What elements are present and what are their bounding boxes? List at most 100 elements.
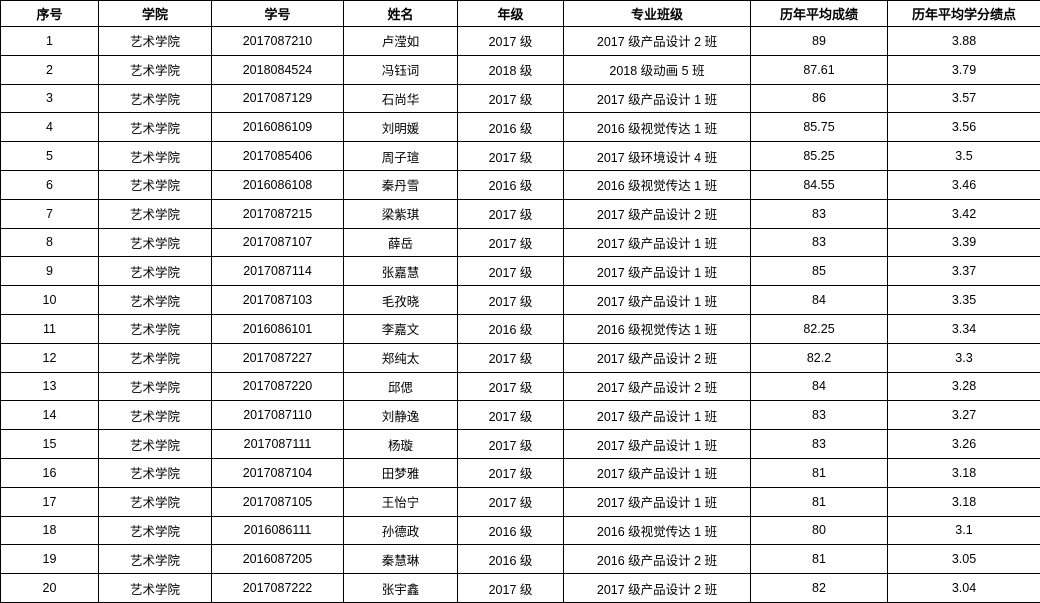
cell-index: 16 [0, 457, 99, 488]
table-row: 2 艺术学院 2018084524 冯钰词 2018 级 2018 级动画 5 班 87.6… [0, 54, 1040, 85]
cell-grade: 2016 级 [457, 169, 564, 200]
cell-avg-gpa: 3.46 [887, 169, 1040, 200]
cell-avg-score: 84 [750, 285, 888, 315]
cell-name: 卢滢如 [343, 26, 458, 56]
table-row: 7 艺术学院 2017087215 梁紫琪 2017 级 2017 级产品设计 2 班 83… [0, 198, 1040, 229]
cell-student-id: 2017087105 [211, 486, 344, 517]
cell-major-class: 2017 级产品设计 1 班 [563, 486, 751, 517]
table-row: 8 艺术学院 2017087107 薛岳 2017 级 2017 级产品设计 1 班 83 3… [0, 227, 1040, 258]
cell-college: 艺术学院 [98, 198, 212, 229]
cell-avg-gpa: 3.37 [887, 256, 1040, 287]
cell-avg-gpa: 3.42 [887, 198, 1040, 229]
cell-major-class: 2018 级动画 5 班 [563, 54, 751, 85]
table-row: 1 艺术学院 2017087210 卢滢如 2017 级 2017 级产品设计 2 班 89… [0, 26, 1040, 56]
cell-grade: 2017 级 [457, 573, 564, 603]
cell-index: 4 [0, 112, 99, 143]
cell-avg-gpa: 3.5 [887, 141, 1040, 171]
cell-avg-gpa: 3.1 [887, 515, 1040, 546]
cell-name: 王怡宁 [343, 486, 458, 517]
cell-major-class: 2017 级产品设计 1 班 [563, 256, 751, 287]
cell-avg-score: 83 [750, 429, 888, 459]
table-row: 4 艺术学院 2016086109 刘明媛 2016 级 2016 级视觉传达 1 班 85… [0, 112, 1040, 143]
cell-major-class: 2016 级视觉传达 1 班 [563, 313, 751, 344]
cell-major-class: 2017 级产品设计 1 班 [563, 83, 751, 114]
cell-student-id: 2017087103 [211, 285, 344, 315]
column-header-grade: 年级 [457, 0, 564, 27]
cell-index: 12 [0, 342, 99, 373]
cell-major-class: 2017 级产品设计 2 班 [563, 342, 751, 373]
cell-name: 周子瑄 [343, 141, 458, 171]
cell-avg-gpa: 3.18 [887, 486, 1040, 517]
cell-student-id: 2017087110 [211, 400, 344, 431]
cell-major-class: 2017 级产品设计 1 班 [563, 457, 751, 488]
cell-avg-score: 87.61 [750, 54, 888, 85]
cell-index: 11 [0, 313, 99, 344]
cell-avg-score: 81 [750, 486, 888, 517]
cell-grade: 2016 级 [457, 544, 564, 575]
cell-avg-gpa: 3.34 [887, 313, 1040, 344]
cell-grade: 2017 级 [457, 342, 564, 373]
cell-student-id: 2017087227 [211, 342, 344, 373]
cell-avg-gpa: 3.79 [887, 54, 1040, 85]
cell-avg-score: 80 [750, 515, 888, 546]
cell-grade: 2017 级 [457, 227, 564, 258]
cell-student-id: 2016086101 [211, 313, 344, 344]
cell-avg-score: 83 [750, 400, 888, 431]
cell-grade: 2017 级 [457, 26, 564, 56]
cell-grade: 2016 级 [457, 313, 564, 344]
cell-index: 5 [0, 141, 99, 171]
cell-avg-gpa: 3.26 [887, 429, 1040, 459]
cell-name: 毛孜晓 [343, 285, 458, 315]
cell-college: 艺术学院 [98, 457, 212, 488]
cell-college: 艺术学院 [98, 112, 212, 143]
cell-avg-score: 85.75 [750, 112, 888, 143]
cell-major-class: 2016 级产品设计 2 班 [563, 544, 751, 575]
cell-major-class: 2016 级视觉传达 1 班 [563, 112, 751, 143]
cell-college: 艺术学院 [98, 285, 212, 315]
cell-avg-gpa: 3.35 [887, 285, 1040, 315]
cell-major-class: 2017 级产品设计 2 班 [563, 573, 751, 603]
cell-name: 郑纯太 [343, 342, 458, 373]
cell-name: 李嘉文 [343, 313, 458, 344]
cell-major-class: 2017 级产品设计 2 班 [563, 26, 751, 56]
cell-avg-score: 81 [750, 544, 888, 575]
table-row: 13 艺术学院 2017087220 邱偲 2017 级 2017 级产品设计 2 班 84… [0, 371, 1040, 402]
cell-index: 18 [0, 515, 99, 546]
cell-avg-score: 85.25 [750, 141, 888, 171]
cell-college: 艺术学院 [98, 169, 212, 200]
cell-college: 艺术学院 [98, 313, 212, 344]
cell-name: 张嘉慧 [343, 256, 458, 287]
cell-index: 6 [0, 169, 99, 200]
cell-student-id: 2017087111 [211, 429, 344, 459]
table-row: 6 艺术学院 2016086108 秦丹雪 2016 级 2016 级视觉传达 1 班 84… [0, 169, 1040, 200]
cell-avg-gpa: 3.3 [887, 342, 1040, 373]
cell-college: 艺术学院 [98, 371, 212, 402]
cell-college: 艺术学院 [98, 400, 212, 431]
cell-avg-gpa: 3.88 [887, 26, 1040, 56]
cell-grade: 2018 级 [457, 54, 564, 85]
cell-index: 9 [0, 256, 99, 287]
cell-name: 梁紫琪 [343, 198, 458, 229]
cell-major-class: 2017 级环境设计 4 班 [563, 141, 751, 171]
cell-grade: 2017 级 [457, 400, 564, 431]
cell-avg-score: 85 [750, 256, 888, 287]
cell-name: 秦慧琳 [343, 544, 458, 575]
cell-avg-gpa: 3.27 [887, 400, 1040, 431]
cell-college: 艺术学院 [98, 515, 212, 546]
cell-avg-score: 82.25 [750, 313, 888, 344]
cell-name: 薛岳 [343, 227, 458, 258]
cell-student-id: 2017087215 [211, 198, 344, 229]
cell-name: 刘明媛 [343, 112, 458, 143]
cell-grade: 2017 级 [457, 457, 564, 488]
cell-index: 8 [0, 227, 99, 258]
cell-avg-gpa: 3.57 [887, 83, 1040, 114]
cell-college: 艺术学院 [98, 83, 212, 114]
cell-avg-gpa: 3.18 [887, 457, 1040, 488]
cell-name: 杨璇 [343, 429, 458, 459]
cell-name: 秦丹雪 [343, 169, 458, 200]
